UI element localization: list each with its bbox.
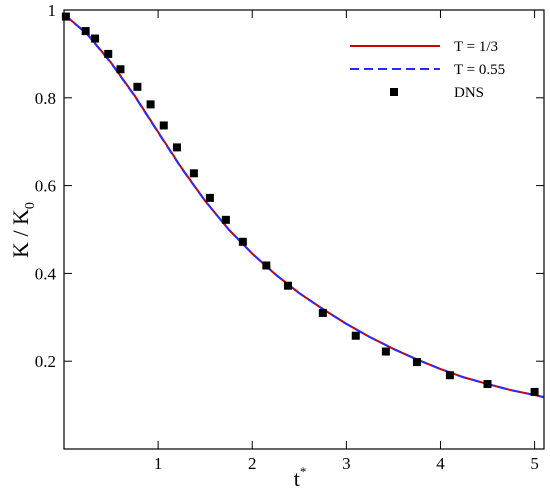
dns-data-point xyxy=(81,27,90,36)
dns-data-point xyxy=(133,82,142,91)
series-dns-markers xyxy=(61,12,539,396)
y-tick-label: 0.2 xyxy=(35,352,56,371)
dns-data-point xyxy=(61,12,70,21)
plot-series xyxy=(61,12,545,399)
dns-data-point xyxy=(116,65,125,74)
dns-data-point xyxy=(381,347,390,356)
x-axis-label-main: t xyxy=(294,466,300,491)
dns-data-point xyxy=(238,237,247,246)
x-tick-label: 4 xyxy=(436,454,445,473)
dns-data-point xyxy=(445,371,454,380)
dns-data-point xyxy=(284,281,292,290)
dns-data-point xyxy=(412,358,421,367)
x-axis-label: t* xyxy=(294,464,307,491)
y-axis-label: K / K0 xyxy=(8,202,38,258)
legend-swatch-dns xyxy=(390,88,398,96)
y-axis-label-subscript: 0 xyxy=(23,202,38,209)
series-line-t-0-55 xyxy=(63,13,545,399)
plot-frame xyxy=(63,9,545,450)
dns-data-point xyxy=(262,261,271,270)
dns-data-point xyxy=(159,121,168,130)
y-tick-label: 0.4 xyxy=(35,264,57,283)
x-tick-label: 3 xyxy=(342,454,351,473)
legend-label-t-0-55: T = 0.55 xyxy=(454,62,505,78)
dns-data-point xyxy=(104,49,113,58)
dns-data-point xyxy=(318,308,327,317)
dns-data-point xyxy=(351,331,360,340)
y-tick-label: 0.6 xyxy=(35,177,56,196)
x-tick-label: 5 xyxy=(530,454,539,473)
dns-data-point xyxy=(189,169,198,178)
legend-label-dns: DNS xyxy=(454,85,484,101)
y-axis-ticks: 0.2 0.4 0.6 0.8 1 xyxy=(35,1,544,371)
y-axis-label-main: K / K xyxy=(8,209,33,258)
dns-data-point xyxy=(205,193,214,202)
x-axis-ticks: 1 2 3 4 5 xyxy=(154,10,539,473)
x-axis-label-superscript: * xyxy=(300,464,307,479)
y-tick-label: 1 xyxy=(48,1,57,20)
legend: T = 1/3 T = 0.55 DNS xyxy=(350,39,505,101)
dns-data-point xyxy=(221,215,230,224)
dns-data-point xyxy=(146,100,155,109)
legend-label-t-one-third: T = 1/3 xyxy=(454,39,498,55)
dns-data-point xyxy=(483,380,492,389)
x-tick-label: 2 xyxy=(248,454,257,473)
dns-data-point xyxy=(91,34,100,43)
dns-data-point xyxy=(530,387,539,396)
x-tick-label: 1 xyxy=(154,454,163,473)
y-tick-label: 0.8 xyxy=(35,89,56,108)
dns-data-point xyxy=(172,143,181,152)
